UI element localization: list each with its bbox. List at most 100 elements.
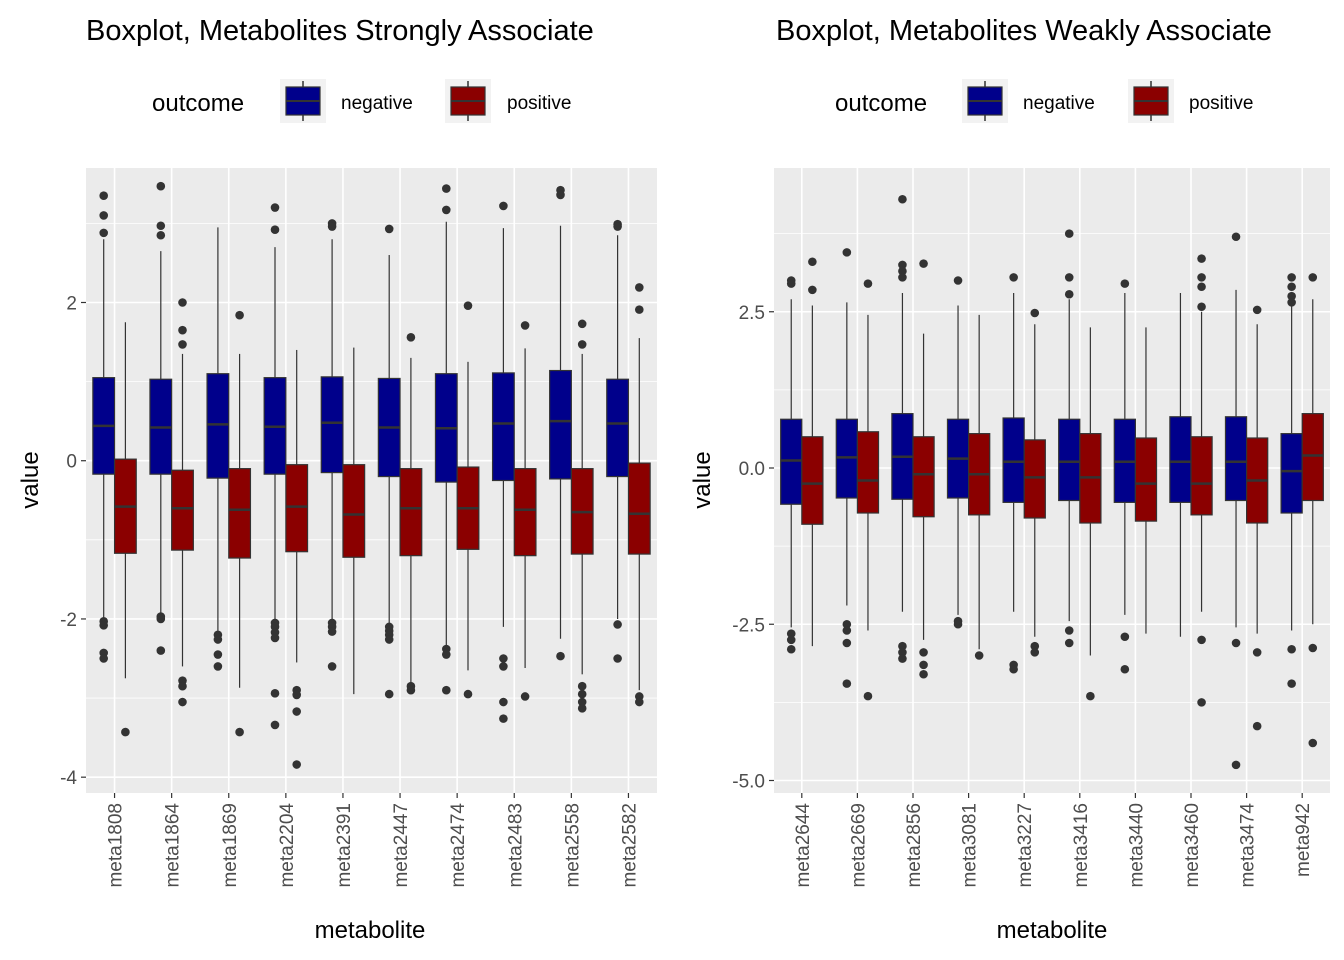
x-tick-label: meta3416 — [1071, 803, 1092, 888]
outlier-point — [99, 211, 109, 220]
legend-label-negative-left: negative — [341, 93, 413, 114]
x-tick-label: meta1864 — [163, 803, 184, 888]
outlier-point — [292, 707, 301, 716]
outlier-point — [1308, 643, 1318, 653]
outlier-point — [613, 654, 622, 663]
box-negative — [1280, 433, 1303, 514]
outlier-point — [1287, 679, 1296, 688]
outlier-point — [1287, 273, 1296, 282]
outlier-point — [327, 222, 337, 231]
box-negative — [1224, 416, 1248, 502]
outlier-point — [1064, 626, 1074, 635]
outlier-point — [613, 620, 622, 629]
outlier-point — [384, 224, 394, 234]
box-negative — [1169, 416, 1192, 503]
outlier-point — [1030, 641, 1040, 651]
outlier-point — [1009, 664, 1018, 674]
y-tick-label: 2.5 — [739, 303, 765, 324]
outlier-point — [898, 641, 907, 651]
box-negative — [491, 372, 515, 482]
plot-panel-right: 2.5 0.0 -2.5 -5.0 meta2644 meta2669 meta2856 me… — [732, 168, 1330, 888]
outlier-point — [1120, 279, 1130, 288]
outlier-point — [842, 619, 852, 629]
outlier-point — [499, 201, 508, 211]
y-tick-label: -2 — [60, 610, 77, 631]
y-tick-label: 0 — [66, 452, 77, 473]
box-positive — [171, 469, 194, 551]
outlier-point — [213, 635, 223, 644]
outlier-point — [1287, 298, 1296, 307]
y-axis-title-right: value — [689, 451, 716, 508]
outlier-point — [1197, 254, 1206, 263]
outlier-point — [1064, 638, 1074, 648]
legend-title-left: outcome — [152, 90, 244, 117]
chart-right: Boxplot, Metabolites Weakly Associate ou… — [689, 15, 1330, 944]
outlier-point — [1287, 644, 1296, 654]
x-tick-label: meta3440 — [1126, 803, 1147, 888]
outlier-point — [1197, 635, 1206, 645]
outlier-point — [213, 650, 223, 659]
outlier-point — [1231, 760, 1241, 770]
x-tick-label: meta2391 — [334, 803, 355, 888]
outlier-point — [121, 727, 130, 737]
chart-title-left: Boxplot, Metabolites Strongly Associate — [86, 15, 594, 47]
outlier-point — [156, 614, 166, 624]
y-tick-label: 2 — [66, 293, 77, 314]
outlier-point — [786, 629, 796, 638]
outlier-point — [292, 760, 301, 769]
outlier-point — [1197, 282, 1206, 292]
outlier-point — [270, 633, 280, 643]
outlier-point — [463, 689, 473, 699]
x-tick-label: meta1808 — [106, 803, 127, 888]
outlier-point — [270, 203, 280, 212]
outlier-point — [953, 276, 963, 285]
outlier-point — [842, 638, 852, 648]
x-tick-label: meta2558 — [562, 803, 583, 888]
y-tick-label: -2.5 — [732, 615, 765, 636]
box-positive — [513, 468, 537, 557]
x-tick-label: meta3460 — [1182, 803, 1203, 888]
outlier-point — [577, 340, 587, 349]
outlier-point — [156, 646, 166, 655]
box-positive — [285, 464, 309, 553]
y-tick-label: 0.0 — [739, 459, 765, 480]
outlier-point — [808, 257, 817, 267]
outlier-point — [1231, 638, 1241, 648]
box-positive — [1134, 437, 1158, 522]
box-negative — [606, 378, 630, 478]
outlier-point — [1252, 648, 1262, 657]
box-positive — [1023, 439, 1046, 519]
outlier-point — [898, 654, 907, 663]
outlier-point — [99, 228, 109, 238]
outlier-point — [499, 654, 508, 663]
outlier-point — [1030, 648, 1040, 657]
outlier-point — [919, 660, 928, 670]
x-tick-label: meta2483 — [505, 803, 526, 888]
outlier-point — [499, 697, 508, 707]
outlier-point — [99, 191, 109, 200]
x-tick-label: meta2644 — [793, 803, 814, 888]
outlier-point — [1120, 632, 1130, 642]
outlier-point — [1030, 308, 1040, 318]
x-axis-title-left: metabolite — [315, 917, 426, 944]
outlier-point — [178, 697, 187, 707]
outlier-point — [577, 704, 587, 713]
x-tick-label: meta1869 — [220, 803, 241, 888]
outlier-point — [499, 714, 508, 723]
outlier-point — [1252, 721, 1262, 731]
outlier-point — [270, 225, 280, 235]
outlier-point — [1287, 291, 1296, 301]
y-axis-title-left: value — [17, 451, 44, 508]
outlier-point — [178, 325, 187, 335]
outlier-point — [577, 689, 587, 699]
outlier-point — [919, 648, 928, 657]
legend-right: outcome negative positive — [835, 79, 1253, 123]
box-positive — [627, 462, 651, 555]
outlier-point — [178, 681, 187, 691]
outlier-point — [178, 298, 187, 307]
outlier-point — [842, 679, 852, 688]
box-negative — [206, 373, 230, 479]
box-positive — [1301, 413, 1324, 502]
box-negative — [1002, 417, 1025, 503]
outlier-point — [520, 321, 530, 330]
